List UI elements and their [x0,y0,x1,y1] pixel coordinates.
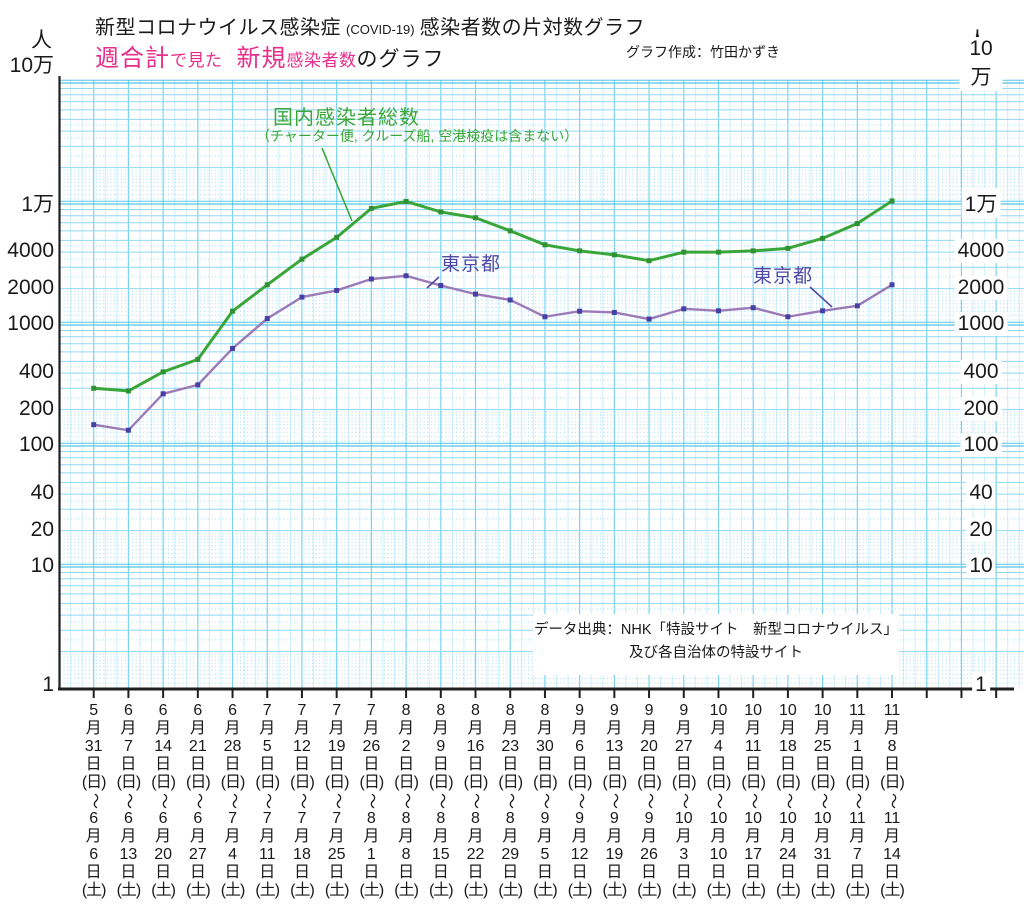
national-series-line [93,199,893,393]
data-source-line1: データ出典：NHK「特設サイト 新型コロナウイルス」 [533,622,899,638]
x-axis-week-label: 10 月 18 日 (日) 〜 10 月 24 日 (土) [776,702,801,899]
title-main-text2: 感染者数の片対数グラフ [419,17,646,39]
y-axis-label-right: 2000 [954,275,1008,300]
x-axis-ticks [92,690,998,698]
x-axis-week-label: 9 月 6 日 (日) 〜 9 月 12 日 (土) [567,702,593,899]
legend-national-label: 国内感染者総数 [273,107,420,129]
y-axis-label-right: 4000 [954,239,1008,264]
y-axis-label-left: 1 [42,673,54,696]
x-axis-week-label: 6 月 28 日 (日) 〜 7 月 4 日 (土) [220,702,246,899]
title-demita: で見た [170,51,223,70]
x-axis-week-label: 5 月 31 日 (日) 〜 6 月 6 日 (土) [81,702,107,899]
x-axis-week-label: 8 月 9 日 (日) 〜 8 月 15 日 (土) [428,702,454,899]
credit-author: グラフ作成：竹田かずき [626,44,780,60]
grid-vertical-major [93,80,997,689]
x-axis-week-label: 9 月 20 日 (日) 〜 9 月 26 日 (土) [637,702,662,899]
y-axis-label-left: 4000 [7,239,54,263]
title-new: 新規 [236,45,287,72]
data-source-box: データ出典：NHK「特設サイト 新型コロナウイルス」 及び各自治体の特設サイト [533,614,899,675]
x-axis-week-label: 11 月 8 日 (日) 〜 11 月 14 日 (土) [880,702,905,899]
tokyo-label-2: 東京都 [753,266,814,287]
x-axis-week-label: 6 月 14 日 (日) 〜 6 月 20 日 (土) [151,702,176,899]
y-axis-label-right: 1万 [961,188,1001,218]
national-series-markers [91,198,895,394]
title-cases: 感染者数 [286,51,357,70]
x-axis-week-label: 10 月 11 日 (日) 〜 10 月 17 日 (土) [741,702,766,899]
page-title-line1: 新型コロナウイルス感染症 (COVID-19) 感染者数の片対数グラフ [95,11,645,40]
y-axis-label-right: 40 [966,481,996,506]
tokyo-series-markers [91,273,895,433]
y-axis-label-left: 20 [30,517,54,541]
y-axis-label-left: 1000 [7,312,54,335]
x-axis-week-label: 10 月 4 日 (日) 〜 10 月 10 日 (土) [706,702,732,899]
y-axis-label-right: 10 [966,554,996,578]
x-axis-week-label: 9 月 13 日 (日) 〜 9 月 19 日 (土) [602,702,628,899]
x-axis-week-label: 6 月 21 日 (日) 〜 6 月 27 日 (土) [185,702,211,899]
axis-frame [58,76,1014,691]
annotation-leader-lines [321,147,833,308]
grid-horizontal-solid [60,88,1024,653]
x-axis-week-label: 7 月 5 日 (日) 〜 7 月 11 日 (土) [255,702,280,899]
y-axis-label-right: 100 [960,433,1002,457]
y-axis-label-right: 20 [966,517,996,542]
x-axis-week-label: 9 月 27 日 (日) 〜 10 月 3 日 (土) [671,702,697,899]
x-axis-week-label: 8 月 16 日 (日) 〜 8 月 22 日 (土) [463,702,489,899]
y-axis-label-left: 100 [18,433,54,456]
legend-national-note: （チャーター便, クルーズ船, 空港検疫は含まない） [256,128,579,144]
y-axis-label-left: 10 [30,554,54,577]
y-unit-left: 人 [31,29,52,52]
y-axis-label-right: 200 [960,396,1002,421]
grid-horizontal-decade [60,79,1024,568]
title-weekly-total: 週合計 [95,45,170,72]
x-axis-week-label: 10 月 25 日 (日) 〜 10 月 31 日 (土) [810,702,836,899]
x-axis-week-label: 7 月 26 日 (日) 〜 8 月 1 日 (土) [359,702,385,899]
x-axis-week-label: 11 月 1 日 (日) 〜 11 月 7 日 (土) [845,702,870,899]
page-title-line2: 週合計 で見た 新規 感染者数 のグラフ [95,38,445,73]
tokyo-label-1: 東京都 [441,254,502,275]
y-axis-label-right: 400 [960,360,1002,385]
tokyo-series-line [93,274,893,432]
x-axis-week-label: 8 月 2 日 (日) 〜 8 月 8 日 (土) [394,702,419,899]
data-source-line2: 及び各自治体の特設サイト [629,645,803,661]
y-axis-label-right: 1 [972,673,990,697]
y-axis-label-left: 1万 [21,193,54,216]
x-axis-week-label: 7 月 12 日 (日) 〜 7 月 18 日 (土) [290,702,315,899]
y-axis-label-left: 40 [30,481,54,505]
y-axis-label-right: 10万 [959,37,1003,91]
x-axis-week-label: 8 月 23 日 (日) 〜 8 月 29 日 (土) [498,702,523,899]
title-covid-tag: (COVID-19) [346,22,415,37]
y-axis-label-left: 400 [18,360,54,384]
title-graph-suffix: のグラフ [356,48,445,71]
x-axis-week-label: 7 月 19 日 (日) 〜 7 月 25 日 (土) [324,702,350,899]
y-axis-label-left: 2000 [7,275,54,299]
grid-vertical-minor [70,80,1020,689]
x-axis-week-label: 8 月 30 日 (日) 〜 9 月 5 日 (土) [533,702,558,899]
x-axis-week-label: 6 月 7 日 (日) 〜 6 月 13 日 (土) [116,702,142,899]
y-axis-label-left: 10万 [9,54,54,77]
title-main-text: 新型コロナウイルス感染症 [95,17,341,39]
y-axis-label-right: 1000 [954,312,1008,336]
y-axis-label-left: 200 [18,396,54,420]
